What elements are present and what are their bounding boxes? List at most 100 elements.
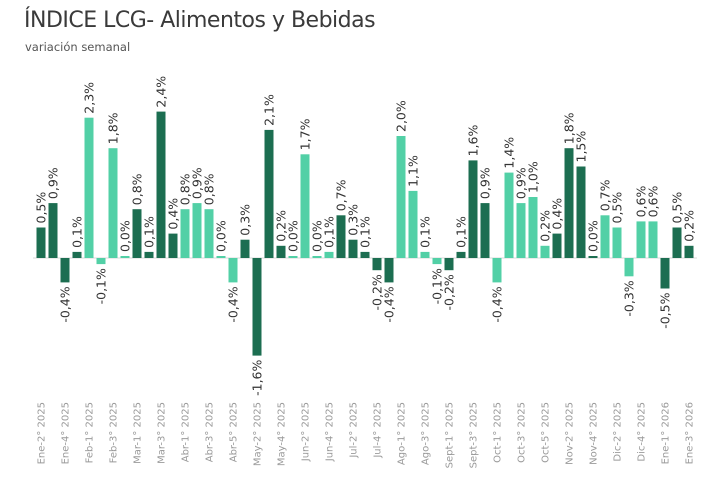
data-label: 1,0% bbox=[526, 161, 541, 193]
bar bbox=[288, 256, 298, 258]
bar bbox=[636, 221, 646, 258]
data-label: 2,1% bbox=[262, 94, 277, 126]
bar bbox=[324, 251, 334, 258]
x-tick-label: May-2° 2025 bbox=[253, 402, 264, 466]
bar bbox=[468, 160, 478, 258]
data-label: -1,6% bbox=[250, 359, 265, 395]
bar bbox=[96, 258, 106, 265]
bar bbox=[540, 245, 550, 258]
x-tick-label: Abr-1° 2025 bbox=[181, 402, 192, 462]
bar bbox=[372, 258, 382, 271]
bar bbox=[420, 251, 430, 258]
x-tick-label: Ene-1° 2026 bbox=[661, 402, 672, 464]
data-label: -0,4% bbox=[382, 286, 397, 322]
data-label: 0,3% bbox=[238, 204, 253, 236]
bar bbox=[300, 154, 310, 258]
bar bbox=[252, 258, 262, 356]
bar bbox=[264, 129, 274, 258]
bar bbox=[612, 227, 622, 258]
x-tick-label: Ago-1° 2025 bbox=[397, 402, 408, 465]
data-label: 0,1% bbox=[70, 216, 85, 248]
x-tick-label: Nov-4° 2025 bbox=[589, 402, 600, 465]
data-label: -0,2% bbox=[370, 274, 385, 310]
bar bbox=[480, 203, 490, 258]
data-label: 0,2% bbox=[682, 210, 697, 242]
data-label: 0,8% bbox=[202, 173, 217, 205]
data-label: 0,7% bbox=[598, 179, 613, 211]
data-label: 0,0% bbox=[586, 220, 601, 252]
data-label: 1,5% bbox=[574, 131, 589, 163]
data-label: 0,4% bbox=[550, 198, 565, 230]
bar bbox=[48, 203, 58, 258]
data-label: -0,4% bbox=[226, 286, 241, 322]
x-tick-label: Dic-2° 2025 bbox=[613, 402, 624, 462]
data-label: 0,8% bbox=[130, 173, 145, 205]
data-label: 0,1% bbox=[358, 216, 373, 248]
bar bbox=[216, 256, 226, 258]
data-label: -0,3% bbox=[622, 280, 637, 316]
data-label: 1,8% bbox=[106, 112, 121, 144]
bar bbox=[564, 148, 574, 258]
x-tick-label: Oct-1° 2025 bbox=[493, 402, 504, 463]
data-label: 0,0% bbox=[310, 220, 325, 252]
bar bbox=[384, 258, 394, 283]
data-label: 0,0% bbox=[118, 220, 133, 252]
data-label: 0,1% bbox=[322, 216, 337, 248]
data-label: 0,9% bbox=[514, 167, 529, 199]
bar bbox=[132, 209, 142, 258]
data-label: 2,0% bbox=[394, 100, 409, 132]
data-label: 1,1% bbox=[406, 155, 421, 187]
data-label: 0,1% bbox=[418, 216, 433, 248]
data-label: 0,6% bbox=[646, 186, 661, 218]
data-label: 0,2% bbox=[274, 210, 289, 242]
bar bbox=[144, 251, 154, 258]
bar bbox=[156, 111, 166, 258]
x-tick-label: Jul-2° 2025 bbox=[349, 402, 360, 459]
data-label: 0,5% bbox=[610, 192, 625, 224]
x-tick-label: Nov-2° 2025 bbox=[565, 402, 576, 465]
bar bbox=[336, 215, 346, 258]
x-tick-label: Ene-3° 2026 bbox=[685, 402, 696, 464]
bar bbox=[36, 227, 46, 258]
data-label: 0,3% bbox=[346, 204, 361, 236]
bar bbox=[120, 256, 130, 258]
bar bbox=[84, 117, 94, 258]
chart-title: ÍNDICE LCG- Alimentos y Bebidas bbox=[24, 8, 376, 33]
x-tick-label: Jul-4° 2025 bbox=[373, 402, 384, 459]
data-label: 1,8% bbox=[562, 112, 577, 144]
bar bbox=[312, 256, 322, 258]
bar bbox=[444, 258, 454, 271]
data-label: 0,2% bbox=[538, 210, 553, 242]
bar bbox=[168, 233, 178, 258]
data-label: 0,8% bbox=[178, 173, 193, 205]
data-label: -0,2% bbox=[442, 274, 457, 310]
data-label: 1,7% bbox=[298, 118, 313, 150]
data-label: 0,1% bbox=[142, 216, 157, 248]
bar bbox=[348, 239, 358, 258]
bar bbox=[192, 203, 202, 258]
x-tick-label: Oct-3° 2025 bbox=[517, 402, 528, 463]
data-label: 1,4% bbox=[502, 137, 517, 169]
x-tick-label: Feb-3° 2025 bbox=[109, 402, 120, 463]
data-label: -0,4% bbox=[490, 286, 505, 322]
data-label: 0,9% bbox=[46, 167, 61, 199]
bar bbox=[648, 221, 658, 258]
x-tick-label: Feb-1° 2025 bbox=[85, 402, 96, 463]
bar bbox=[576, 166, 586, 258]
bar bbox=[204, 209, 214, 258]
data-label: 0,9% bbox=[478, 167, 493, 199]
data-label: 0,5% bbox=[670, 192, 685, 224]
x-tick-label: Sept-3° 2025 bbox=[469, 402, 480, 468]
x-tick-label: Mar-1° 2025 bbox=[133, 402, 144, 464]
x-tick-label: Dic-4° 2025 bbox=[637, 402, 648, 462]
bar bbox=[684, 245, 694, 258]
data-label: 0,7% bbox=[334, 179, 349, 211]
bar bbox=[528, 197, 538, 258]
bar bbox=[588, 256, 598, 258]
x-tick-label: Abr-5° 2025 bbox=[229, 402, 240, 462]
bar bbox=[408, 190, 418, 258]
data-label: 0,0% bbox=[286, 220, 301, 252]
data-label: 1,6% bbox=[466, 125, 481, 157]
bar bbox=[504, 172, 514, 258]
